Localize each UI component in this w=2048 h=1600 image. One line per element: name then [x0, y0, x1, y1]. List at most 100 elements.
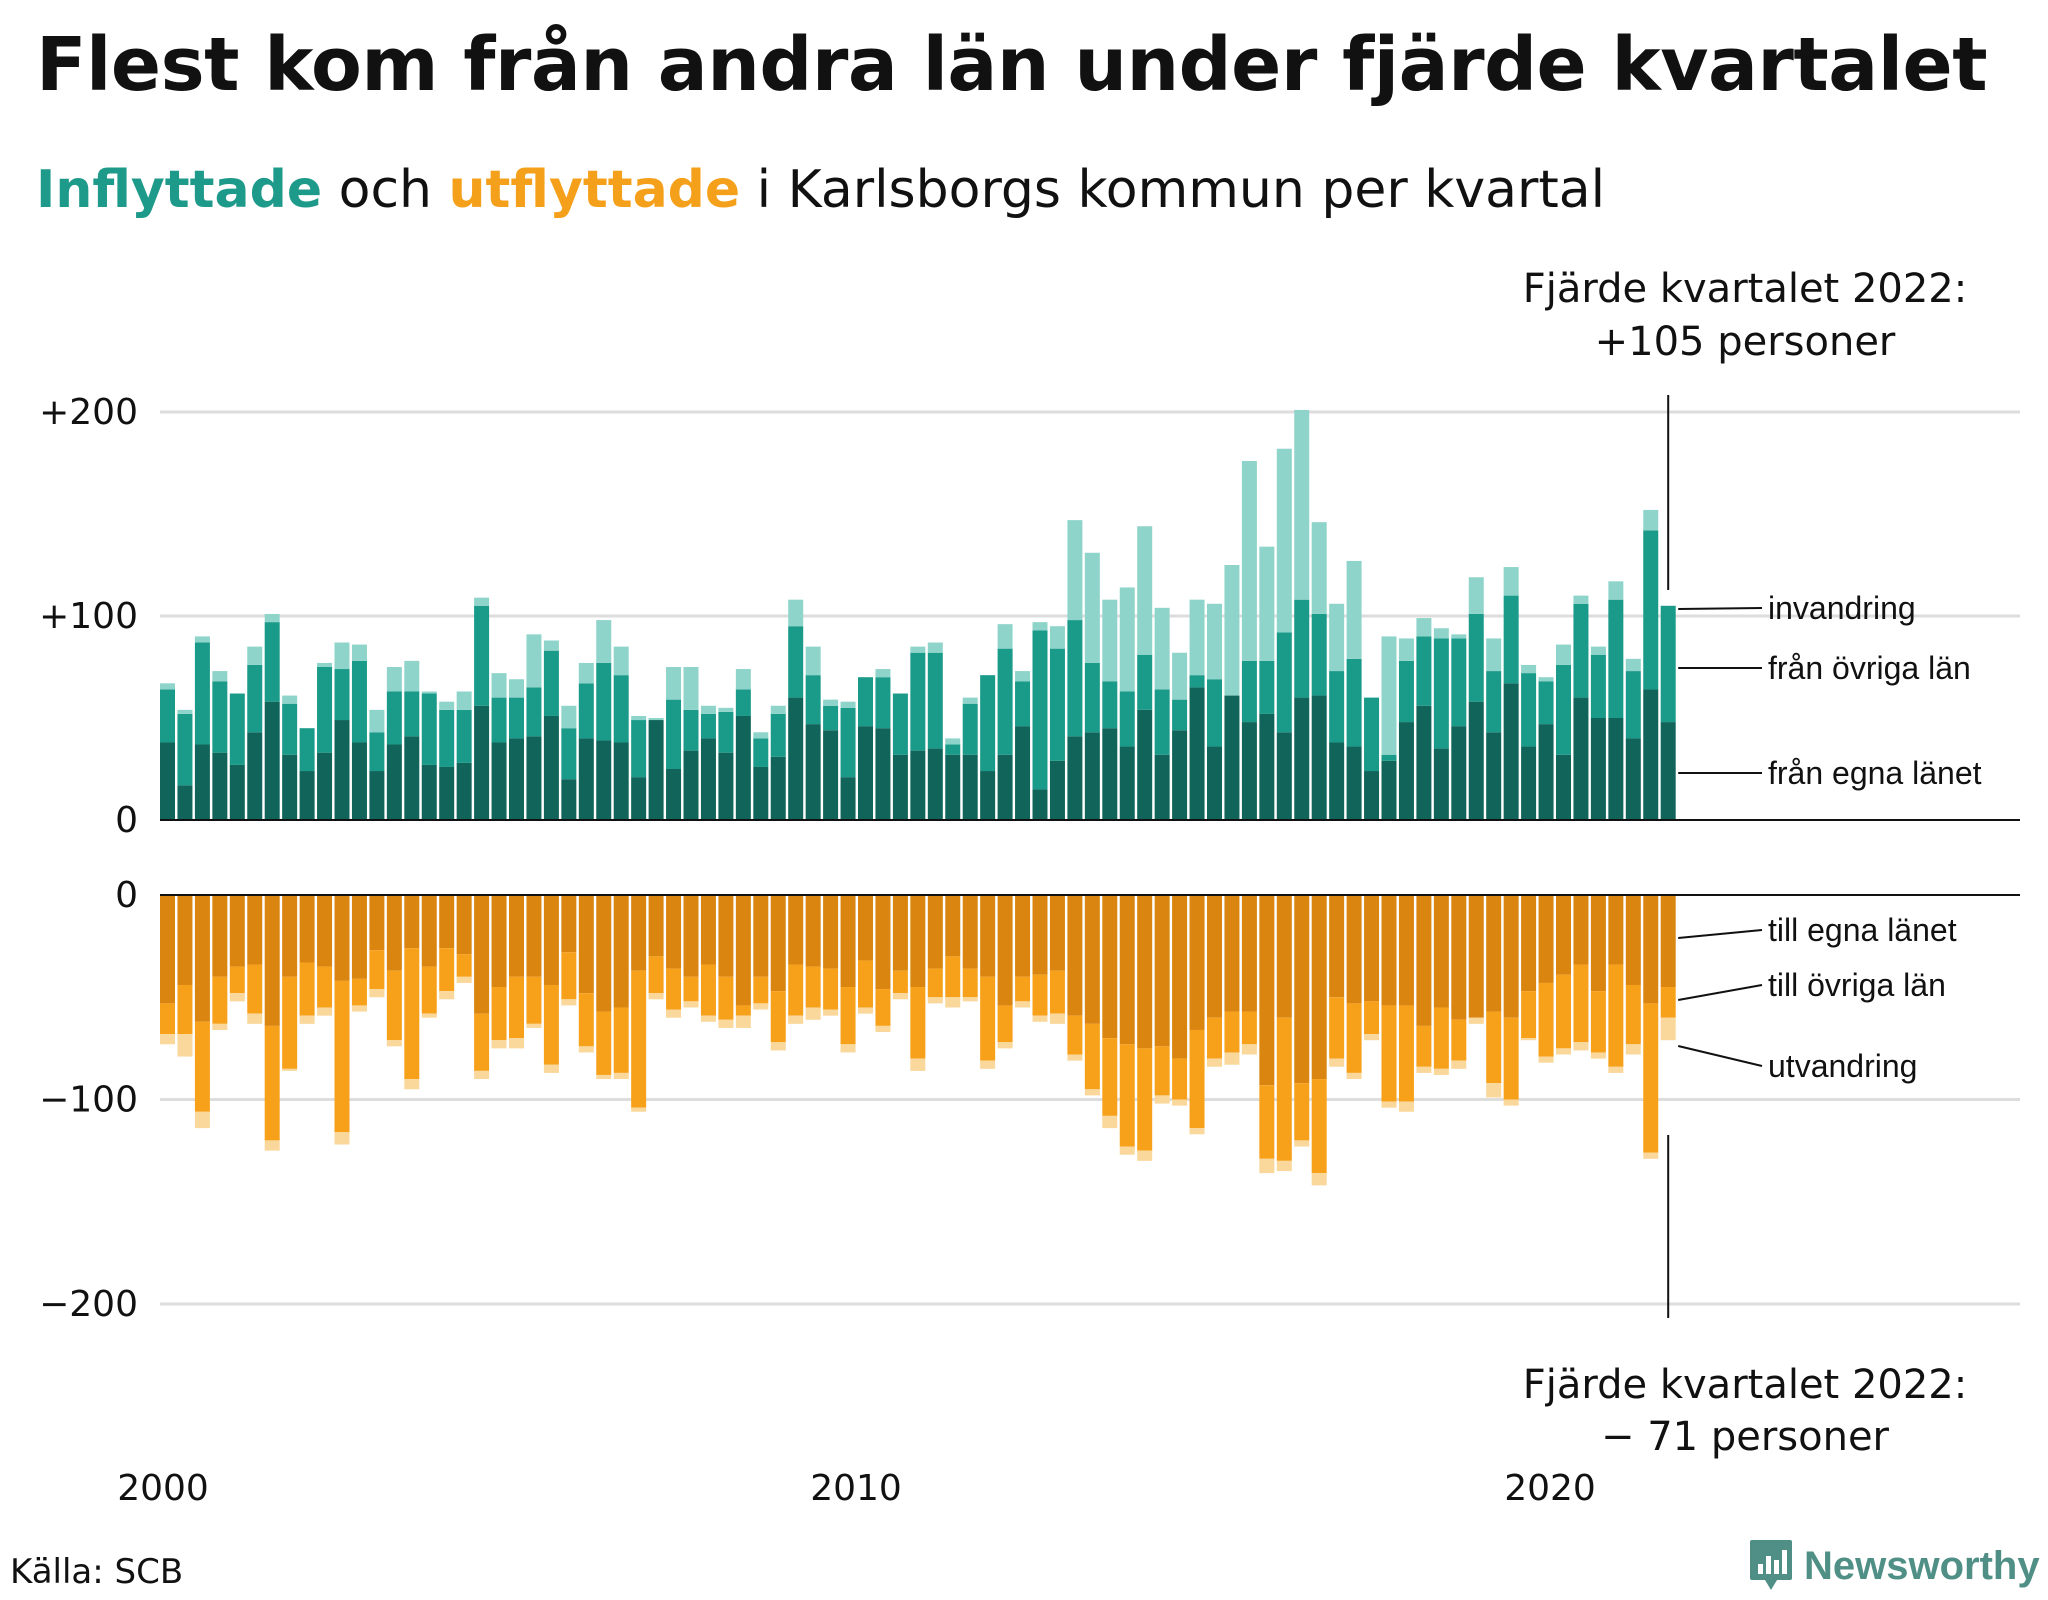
outflow-emigration-bar — [596, 1074, 612, 1080]
inflow-own-county-bar — [1573, 697, 1589, 820]
inflow-immigration-bar — [700, 705, 716, 714]
outflow-own-county-bar — [1259, 895, 1275, 1086]
inflow-own-county-bar — [1451, 726, 1467, 820]
outflow-other-counties-bar — [1032, 974, 1048, 1016]
outflow-own-county-bar — [1189, 895, 1205, 1030]
outflow-emigration-bar — [1207, 1058, 1222, 1067]
inflow-own-county-bar — [1084, 732, 1100, 820]
inflow-own-county-bar — [1381, 760, 1397, 820]
inflow-immigration-bar — [1398, 638, 1414, 661]
bottom-series-leader — [1678, 929, 1763, 939]
outflow-own-county-bar — [840, 895, 856, 988]
inflow-other-counties-bar — [1137, 654, 1153, 710]
inflow-other-counties-bar — [997, 648, 1013, 755]
outflow-own-county-bar — [194, 895, 210, 1022]
grid-lines — [160, 410, 2020, 1306]
inflow-immigration-bar — [1381, 636, 1397, 755]
inflow-other-counties-bar — [1154, 689, 1170, 755]
outflow-own-county-bar — [1329, 895, 1345, 998]
inflow-own-county-bar — [683, 750, 699, 820]
outflow-other-counties-bar — [962, 968, 978, 998]
outflow-emigration-bar — [840, 1044, 856, 1053]
outflow-own-county-bar — [1294, 895, 1310, 1084]
outflow-other-counties-bar — [910, 987, 926, 1059]
inflow-immigration-bar — [282, 695, 298, 704]
inflow-immigration-bar — [613, 646, 629, 676]
outflow-other-counties-bar — [1346, 1003, 1362, 1073]
inflow-other-counties-bar — [543, 650, 559, 716]
outflow-emigration-bar — [578, 1046, 594, 1053]
outflow-emigration-bar — [1241, 1044, 1257, 1055]
outflow-other-counties-bar — [927, 968, 943, 998]
outflow-emigration-bar — [613, 1072, 629, 1080]
inflow-immigration-bar — [1451, 634, 1467, 639]
inflow-immigration-bar — [770, 705, 786, 714]
outflow-emigration-bar — [1137, 1150, 1153, 1161]
outflow-own-county-bar — [1067, 895, 1083, 1016]
outflow-own-county-bar — [858, 895, 873, 961]
outflow-emigration-bar — [1573, 1042, 1589, 1051]
inflow-immigration-bar — [875, 669, 891, 678]
inflow-immigration-bar — [1311, 522, 1327, 614]
inflow-own-county-bar — [491, 742, 507, 820]
inflow-immigration-bar — [1032, 622, 1048, 631]
outflow-other-counties-bar — [404, 948, 420, 1080]
outflow-own-county-bar — [875, 895, 891, 990]
outflow-emigration-bar — [404, 1079, 420, 1090]
top-y-tick-label: +100 — [39, 596, 138, 637]
inflow-own-county-bar — [334, 720, 350, 820]
inflow-immigration-bar — [561, 705, 577, 729]
outflow-emigration-bar — [1538, 1056, 1554, 1063]
inflow-other-counties-bar — [369, 732, 385, 772]
outflow-other-counties-bar — [439, 948, 455, 992]
inflow-own-county-bar — [1521, 746, 1537, 820]
outflow-emigration-bar — [212, 1023, 228, 1030]
outflow-other-counties-bar — [805, 966, 821, 1008]
outflow-own-county-bar — [648, 895, 664, 957]
outflow-own-county-bar — [1102, 895, 1118, 1039]
inflow-immigration-bar — [1259, 546, 1275, 661]
outflow-own-county-bar — [1643, 895, 1659, 1004]
outflow-other-counties-bar — [1433, 1007, 1449, 1069]
inflow-other-counties-bar — [927, 652, 943, 749]
inflow-other-counties-bar — [317, 667, 333, 753]
inflow-immigration-bar — [543, 640, 559, 651]
outflow-emigration-bar — [631, 1107, 647, 1112]
inflow-immigration-bar — [1433, 628, 1449, 639]
outflow-other-counties-bar — [299, 962, 315, 1016]
inflow-own-county-bar — [1556, 754, 1571, 820]
outflow-own-county-bar — [578, 895, 594, 994]
subtitle-outflow: utflyttade — [448, 160, 741, 220]
outflow-emigration-bar — [351, 1005, 367, 1012]
outflow-own-county-bar — [1364, 895, 1380, 1002]
outflow-own-county-bar — [805, 895, 821, 967]
inflow-other-counties-bar — [334, 669, 350, 721]
inflow-own-county-bar — [1416, 705, 1432, 820]
inflow-other-counties-bar — [718, 711, 734, 753]
outflow-own-county-bar — [1346, 895, 1362, 1004]
inflow-immigration-bar — [247, 646, 263, 665]
outflow-other-counties-bar — [1119, 1044, 1135, 1147]
inflow-immigration-bar — [1172, 652, 1188, 700]
outflow-own-county-bar — [1032, 895, 1048, 975]
inflow-own-county-bar — [858, 726, 873, 820]
outflow-emigration-bar — [1102, 1115, 1118, 1129]
inflow-own-county-bar — [753, 766, 769, 820]
outflow-own-county-bar — [1625, 895, 1641, 985]
inflow-own-county-bar — [1364, 771, 1380, 820]
inflow-immigration-bar — [683, 667, 699, 710]
outflow-emigration-bar — [1329, 1058, 1345, 1067]
outflow-emigration-bar — [247, 1013, 263, 1024]
outflow-emigration-bar — [1521, 1038, 1537, 1041]
outflow-other-counties-bar — [317, 966, 333, 1008]
outflow-other-counties-bar — [282, 976, 298, 1069]
bottom-series-leader — [1677, 1045, 1763, 1067]
inflow-own-county-bar — [1468, 701, 1484, 820]
inflow-immigration-bar — [1067, 520, 1083, 621]
inflow-other-counties-bar — [509, 697, 524, 739]
inflow-own-county-bar — [456, 762, 472, 820]
outflow-own-county-bar — [1590, 895, 1606, 992]
bottom-series-label: till övriga län — [1768, 967, 1946, 1003]
outflow-other-counties-bar — [1241, 1011, 1257, 1045]
inflow-other-counties-bar — [910, 652, 926, 751]
